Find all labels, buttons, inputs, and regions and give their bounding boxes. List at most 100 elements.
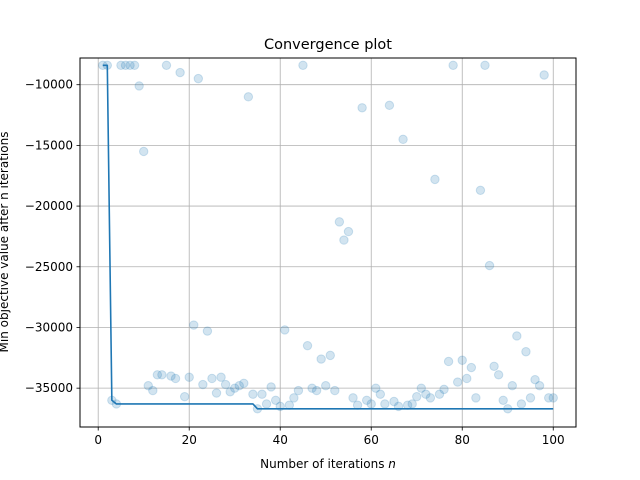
data-point bbox=[134, 81, 144, 91]
data-point bbox=[530, 374, 540, 385]
y-tick-label: −10000 bbox=[25, 78, 73, 92]
data-point bbox=[239, 378, 249, 389]
data-point bbox=[266, 382, 276, 392]
data-point bbox=[157, 370, 167, 380]
convergence-line-path bbox=[102, 64, 554, 410]
data-point bbox=[543, 393, 554, 403]
data-point bbox=[289, 393, 299, 403]
data-point bbox=[366, 399, 376, 409]
data-point bbox=[480, 60, 490, 70]
data-point bbox=[434, 389, 445, 399]
data-point bbox=[425, 393, 436, 403]
data-point bbox=[143, 381, 153, 391]
data-point bbox=[280, 325, 290, 335]
data-point bbox=[161, 60, 172, 70]
data-point bbox=[216, 372, 226, 382]
y-tick-label: −30000 bbox=[25, 320, 73, 334]
data-point bbox=[316, 354, 326, 364]
data-point bbox=[384, 100, 395, 111]
plot-frame bbox=[79, 57, 577, 428]
data-point bbox=[243, 92, 254, 102]
data-point bbox=[202, 326, 213, 336]
data-point bbox=[357, 103, 367, 113]
data-point bbox=[534, 381, 545, 391]
data-point bbox=[525, 393, 536, 403]
data-point bbox=[343, 226, 354, 237]
data-point bbox=[462, 373, 472, 384]
data-point bbox=[389, 396, 399, 407]
data-point bbox=[225, 387, 235, 397]
data-point bbox=[166, 371, 176, 381]
data-point bbox=[439, 384, 449, 395]
data-point bbox=[339, 235, 349, 245]
data-point bbox=[380, 399, 390, 409]
data-point bbox=[257, 389, 267, 399]
x-axis-label-variable: n bbox=[388, 457, 396, 471]
y-tick-label: −25000 bbox=[25, 260, 73, 274]
data-point bbox=[170, 373, 181, 384]
data-point bbox=[489, 361, 499, 372]
x-tick-label: 40 bbox=[273, 433, 288, 447]
data-point bbox=[375, 389, 386, 399]
data-point bbox=[471, 393, 481, 403]
data-point bbox=[398, 134, 408, 145]
data-point bbox=[261, 399, 272, 409]
data-point bbox=[193, 73, 204, 84]
data-point bbox=[457, 355, 467, 365]
data-point bbox=[516, 399, 527, 409]
data-point bbox=[493, 370, 504, 380]
data-point bbox=[507, 381, 517, 391]
data-point bbox=[129, 60, 140, 70]
data-point bbox=[512, 331, 522, 341]
data-point bbox=[220, 379, 231, 390]
data-point bbox=[293, 385, 304, 396]
data-point bbox=[125, 60, 135, 70]
data-point bbox=[234, 381, 244, 391]
data-point bbox=[521, 347, 531, 357]
data-point bbox=[498, 395, 508, 405]
data-point bbox=[270, 395, 281, 405]
y-axis-ticks: −35000 −30000 −25000 −20000 −15000 −10000 bbox=[25, 78, 80, 395]
data-point bbox=[448, 60, 458, 70]
data-point bbox=[452, 377, 463, 387]
data-point bbox=[348, 393, 358, 403]
data-point bbox=[207, 373, 217, 384]
data-point bbox=[484, 260, 495, 271]
data-point bbox=[325, 350, 335, 361]
data-point bbox=[184, 372, 194, 382]
x-axis-label: Number of iterations n bbox=[260, 457, 396, 471]
grid-lines bbox=[80, 58, 576, 427]
y-tick-label: −15000 bbox=[25, 138, 73, 152]
data-point bbox=[139, 146, 149, 157]
convergence-line bbox=[102, 64, 554, 410]
data-point bbox=[416, 383, 426, 393]
x-tick-label: 100 bbox=[542, 433, 565, 447]
y-tick-label: −35000 bbox=[25, 381, 73, 395]
data-point bbox=[175, 67, 185, 78]
chart-title: Convergence plot bbox=[264, 37, 392, 53]
data-point bbox=[211, 388, 222, 398]
data-point bbox=[361, 395, 372, 405]
data-point bbox=[116, 60, 126, 70]
data-point bbox=[412, 391, 422, 402]
x-tick-label: 80 bbox=[455, 433, 470, 447]
data-point bbox=[152, 370, 163, 380]
x-tick-label: 0 bbox=[94, 433, 102, 447]
data-points bbox=[98, 60, 558, 414]
data-point bbox=[330, 385, 340, 396]
data-point bbox=[120, 60, 131, 70]
data-point bbox=[430, 174, 440, 185]
data-point bbox=[189, 320, 199, 330]
data-point bbox=[302, 340, 313, 351]
data-point bbox=[539, 70, 549, 80]
data-point bbox=[198, 379, 208, 390]
data-point bbox=[298, 60, 308, 70]
data-point bbox=[371, 383, 381, 393]
data-point bbox=[475, 185, 486, 196]
x-tick-label: 20 bbox=[182, 433, 197, 447]
data-point bbox=[548, 393, 558, 403]
data-point bbox=[230, 383, 240, 393]
data-point bbox=[421, 389, 431, 399]
data-point bbox=[334, 217, 345, 227]
